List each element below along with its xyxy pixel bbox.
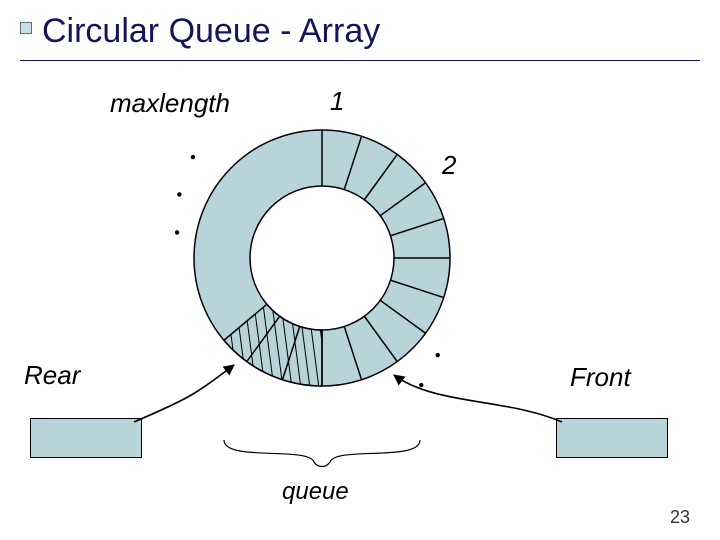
- circular-queue-diagram: [0, 0, 720, 540]
- page-number: 23: [670, 507, 690, 528]
